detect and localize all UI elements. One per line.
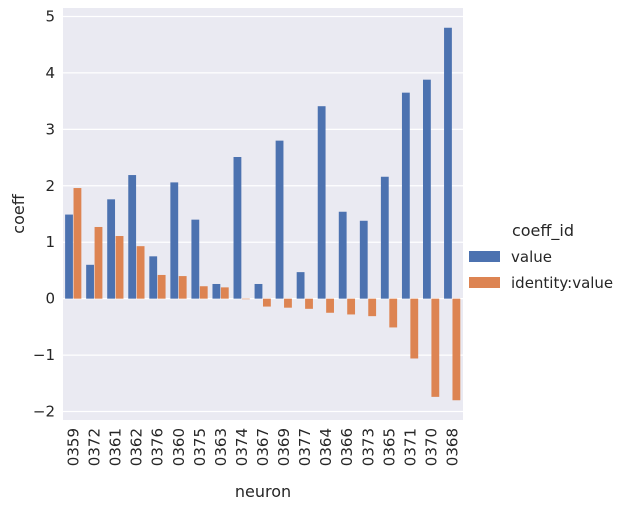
x-tick-label: 0362 — [128, 428, 146, 466]
bar-identity-value-0369 — [284, 298, 292, 308]
x-tick-label: 0377 — [296, 428, 314, 466]
x-tick-labels: 0359 0372 0361 0362 0376 0360 0375 0363 0374 0367… — [65, 428, 462, 466]
bar-value-0372 — [86, 264, 94, 299]
bar-value-0363 — [212, 283, 221, 299]
x-tick-label: 0363 — [212, 428, 230, 466]
bar-value-0376 — [149, 256, 158, 299]
x-tick-label: 0372 — [86, 428, 104, 466]
bar-identity-value-0371 — [410, 298, 419, 359]
x-tick-label: 0365 — [380, 428, 398, 466]
bar-identity-value-0375 — [199, 286, 208, 299]
bar-value-0371 — [401, 92, 410, 299]
legend-swatch-value — [469, 251, 500, 262]
legend: coeff_id value identity:value — [469, 221, 613, 292]
bar-identity-value-0364 — [326, 298, 334, 313]
legend-swatch-identity-value — [469, 277, 500, 288]
bar-value-0364 — [317, 106, 326, 299]
bar-value-0362 — [128, 175, 137, 299]
bar-identity-value-0359 — [73, 188, 82, 299]
bar-identity-value-0376 — [157, 274, 166, 299]
x-tick-label: 0370 — [422, 428, 440, 466]
bar-identity-value-0377 — [305, 298, 313, 309]
bars — [65, 27, 461, 401]
bar-value-0369 — [275, 140, 284, 299]
y-tick-labels: −2 −1 0 1 2 3 4 5 — [33, 7, 55, 420]
y-tick-label: −1 — [33, 346, 55, 364]
legend-label-value: value — [511, 248, 552, 266]
x-tick-label: 0369 — [275, 428, 293, 466]
bar-identity-value-0372 — [94, 226, 103, 299]
y-tick-label: 5 — [45, 7, 55, 25]
x-tick-label: 0376 — [149, 428, 167, 466]
bar-identity-value-0370 — [431, 298, 440, 397]
y-axis-label: coeff — [9, 193, 28, 233]
bar-identity-value-0374 — [241, 298, 250, 300]
legend-label-identity-value: identity:value — [511, 274, 613, 292]
x-tick-label: 0360 — [170, 428, 188, 466]
bar-identity-value-0361 — [115, 236, 124, 299]
bar-value-0373 — [359, 220, 368, 299]
x-tick-label: 0374 — [233, 428, 251, 466]
bar-value-0361 — [107, 199, 116, 299]
bar-identity-value-0362 — [136, 246, 145, 299]
bar-value-0367 — [254, 283, 263, 299]
x-tick-label: 0368 — [443, 428, 461, 466]
bar-value-0360 — [170, 182, 179, 299]
bar-value-0377 — [296, 272, 305, 299]
x-tick-label: 0364 — [317, 428, 335, 466]
bar-value-0365 — [380, 176, 389, 299]
bar-value-0359 — [65, 214, 73, 299]
x-tick-label: 0366 — [338, 428, 356, 466]
bar-value-0368 — [444, 27, 452, 299]
legend-title: coeff_id — [512, 221, 574, 241]
x-tick-label: 0361 — [107, 428, 125, 466]
y-tick-label: 2 — [45, 177, 55, 195]
bar-value-0370 — [423, 79, 431, 299]
bar-identity-value-0365 — [389, 298, 398, 328]
y-tick-label: 3 — [45, 120, 55, 138]
x-axis-label: neuron — [235, 482, 291, 501]
y-tick-label: −2 — [33, 403, 55, 421]
x-tick-label: 0375 — [191, 428, 209, 466]
bar-identity-value-0367 — [263, 298, 271, 307]
bar-value-0374 — [233, 156, 242, 299]
bar-identity-value-0360 — [178, 276, 187, 299]
x-tick-label: 0371 — [401, 428, 419, 466]
x-tick-label: 0359 — [65, 428, 83, 466]
x-tick-label: 0373 — [359, 428, 377, 466]
x-tick-label: 0367 — [254, 428, 272, 466]
bar-identity-value-0366 — [347, 298, 356, 315]
y-tick-label: 1 — [45, 233, 55, 251]
y-tick-label: 4 — [45, 64, 55, 82]
bar-value-0366 — [338, 211, 347, 299]
y-tick-label: 0 — [45, 290, 55, 308]
bar-value-0375 — [191, 219, 200, 299]
bar-identity-value-0368 — [452, 298, 461, 401]
bar-identity-value-0363 — [220, 287, 229, 299]
bar-identity-value-0373 — [368, 298, 377, 317]
